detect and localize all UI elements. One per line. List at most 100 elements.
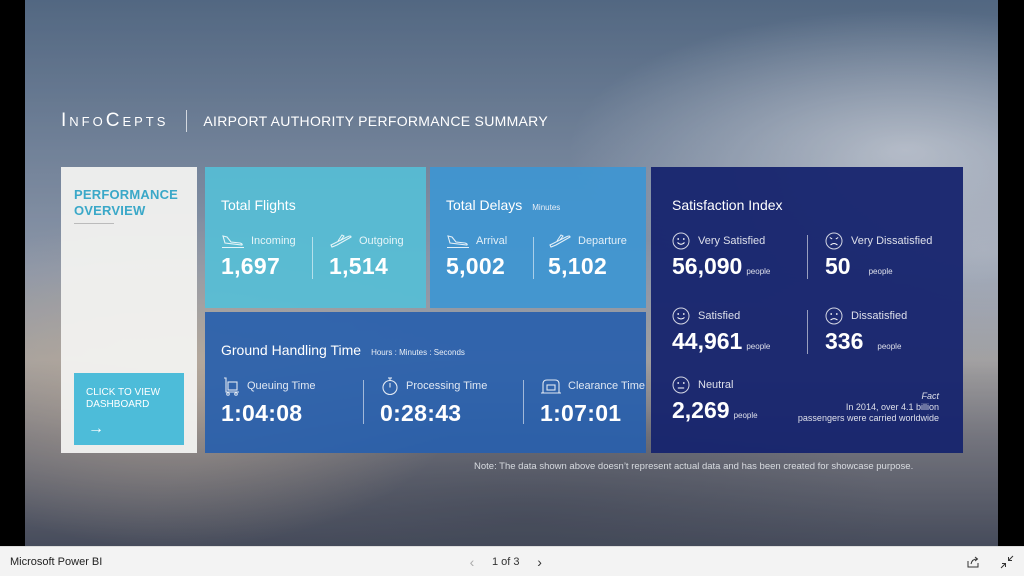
outgoing-value: 1,514 xyxy=(329,253,389,279)
processing-metric: Processing Time 0:28:43 xyxy=(380,376,487,427)
performance-overview-title: PERFORMANCE OVERVIEW xyxy=(74,187,178,219)
processing-value: 0:28:43 xyxy=(380,400,462,426)
view-dashboard-button[interactable]: CLICK TO VIEW DASHBOARD → xyxy=(74,373,184,445)
metric-divider xyxy=(363,380,364,424)
total-delays-title: Total Delays Minutes xyxy=(446,197,560,213)
people-unit: people xyxy=(868,267,893,276)
queuing-label: Queuing Time xyxy=(247,380,316,392)
infocepts-logo: InfoCepts xyxy=(61,110,169,131)
report-title: AIRPORT AUTHORITY PERFORMANCE SUMMARY xyxy=(203,113,548,129)
neutral-value: 2,269 xyxy=(672,397,730,423)
fact-box: Fact In 2014, over 4.1 billion passenger… xyxy=(798,391,939,424)
dissatisfied-value: 336 xyxy=(825,328,864,354)
satisfaction-index-panel: Satisfaction Index Very Satisfied 56,090… xyxy=(651,167,963,453)
report-header: InfoCepts AIRPORT AUTHORITY PERFORMANCE … xyxy=(61,110,548,132)
neutral-metric: Neutral 2,269 people xyxy=(672,376,758,424)
smiley-face-icon xyxy=(672,232,690,250)
incoming-metric: Incoming 1,697 xyxy=(221,233,296,280)
people-unit: people xyxy=(746,267,771,276)
plane-takeoff-icon xyxy=(330,234,352,248)
very-satisfied-label: Very Satisfied xyxy=(698,235,766,247)
arrival-value: 5,002 xyxy=(446,253,506,279)
outgoing-metric: Outgoing 1,514 xyxy=(329,233,404,280)
luggage-cart-icon xyxy=(224,377,239,396)
very-satisfied-metric: Very Satisfied 56,090 people xyxy=(672,232,770,280)
plane-takeoff-icon xyxy=(549,234,571,248)
people-unit: people xyxy=(877,342,902,351)
dissatisfied-metric: Dissatisfied 336 people xyxy=(825,307,907,355)
bottom-right-icons xyxy=(966,555,1014,569)
metric-divider xyxy=(312,237,313,279)
ground-handling-panel: Ground Handling Time Hours : Minutes : Se… xyxy=(205,312,646,453)
outgoing-label: Outgoing xyxy=(359,235,404,247)
app-name: Microsoft Power BI xyxy=(10,555,103,568)
clearance-value: 1:07:01 xyxy=(540,400,622,426)
incoming-value: 1,697 xyxy=(221,253,281,279)
metric-divider xyxy=(523,380,524,424)
arrow-right-icon: → xyxy=(88,420,104,437)
total-delays-panel: Total Delays Minutes Arrival 5,002 Depart… xyxy=(430,167,646,308)
ground-handling-title: Ground Handling Time Hours : Minutes : Se… xyxy=(221,342,465,358)
very-dissatisfied-metric: Very Dissatisfied 50 people xyxy=(825,232,932,280)
neutral-label: Neutral xyxy=(698,379,734,391)
total-flights-title: Total Flights xyxy=(221,197,296,213)
metric-divider xyxy=(807,235,808,279)
departure-label: Departure xyxy=(578,235,627,247)
share-icon[interactable] xyxy=(966,555,980,569)
very-dissatisfied-label: Very Dissatisfied xyxy=(851,235,933,247)
departure-metric: Departure 5,102 xyxy=(548,233,627,280)
satisfied-value: 44,961 xyxy=(672,328,743,354)
exit-fullscreen-icon[interactable] xyxy=(1000,555,1014,569)
ground-handling-unit: Hours : Minutes : Seconds xyxy=(371,348,465,357)
total-delays-title-text: Total Delays xyxy=(446,197,523,213)
arrival-label: Arrival xyxy=(476,235,508,247)
disclaimer-note: Note: The data shown above doesn’t repre… xyxy=(474,461,914,472)
previous-page-button[interactable]: ‹ xyxy=(469,553,475,570)
departure-value: 5,102 xyxy=(548,253,608,279)
smiley-face-icon xyxy=(672,307,690,325)
report-canvas: InfoCepts AIRPORT AUTHORITY PERFORMANCE … xyxy=(25,0,998,546)
performance-overview-panel: PERFORMANCE OVERVIEW CLICK TO VIEW DASHB… xyxy=(61,167,197,453)
clearance-label: Clearance Time xyxy=(568,380,646,392)
total-flights-panel: Total Flights Incoming 1,697 Outgoing 1,… xyxy=(205,167,426,308)
very-satisfied-value: 56,090 xyxy=(672,253,743,279)
neutral-face-icon xyxy=(672,376,690,394)
arrival-metric: Arrival 5,002 xyxy=(446,233,507,280)
processing-label: Processing Time xyxy=(406,380,488,392)
satisfaction-index-title: Satisfaction Index xyxy=(672,197,783,213)
people-unit: people xyxy=(733,411,758,420)
header-divider xyxy=(186,110,188,132)
fact-line-1: In 2014, over 4.1 billion xyxy=(845,402,939,412)
incoming-label: Incoming xyxy=(251,235,296,247)
fact-line-2: passengers were carried worldwide xyxy=(797,413,939,423)
title-line-2: OVERVIEW xyxy=(74,203,146,218)
people-unit: people xyxy=(746,342,771,351)
page-navigator: ‹ 1 of 3 › xyxy=(466,554,546,570)
angry-face-icon xyxy=(825,232,843,250)
very-dissatisfied-value: 50 xyxy=(825,253,851,279)
satisfied-label: Satisfied xyxy=(698,310,741,322)
stopwatch-icon xyxy=(382,377,398,396)
cta-line-1: CLICK TO VIEW xyxy=(86,387,161,398)
queuing-metric: Queuing Time 1:04:08 xyxy=(221,376,315,427)
queuing-value: 1:04:08 xyxy=(221,400,303,426)
sad-face-icon xyxy=(825,307,843,325)
security-scanner-icon xyxy=(541,379,561,394)
total-delays-unit: Minutes xyxy=(532,203,561,212)
metric-divider xyxy=(807,310,808,354)
clearance-metric: Clearance Time 1:07:01 xyxy=(540,376,645,427)
next-page-button[interactable]: › xyxy=(537,553,542,570)
fact-heading: Fact xyxy=(921,391,939,401)
page-indicator: 1 of 3 xyxy=(492,555,520,568)
metric-divider xyxy=(533,237,534,279)
dissatisfied-label: Dissatisfied xyxy=(851,310,908,322)
cta-line-2: DASHBOARD xyxy=(86,399,150,410)
title-line-1: PERFORMANCE xyxy=(74,187,179,202)
ground-handling-title-text: Ground Handling Time xyxy=(221,342,362,358)
bottom-bar: Microsoft Power BI ‹ 1 of 3 › xyxy=(0,546,1024,576)
satisfied-metric: Satisfied 44,961 people xyxy=(672,307,770,355)
title-underline xyxy=(74,223,114,224)
plane-landing-icon xyxy=(447,235,469,248)
plane-landing-icon xyxy=(222,235,244,248)
